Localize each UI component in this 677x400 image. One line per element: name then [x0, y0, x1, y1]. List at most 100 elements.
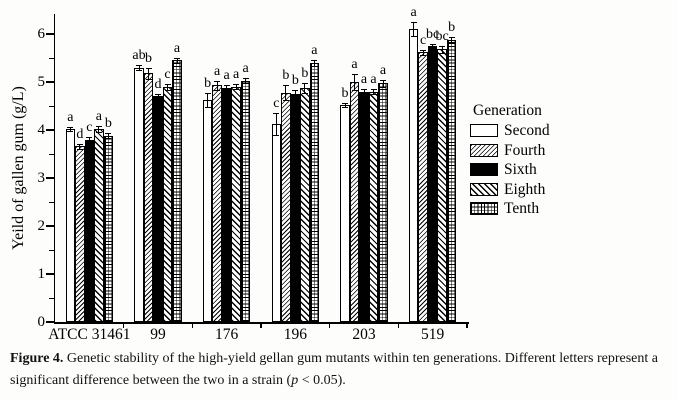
y-tick	[46, 225, 54, 227]
legend-swatch-diag-up	[470, 143, 498, 157]
sig-letter: a	[311, 42, 318, 58]
bar-eighth-3	[300, 87, 310, 322]
bar-eighth-2	[231, 86, 241, 322]
bar-sixth-5	[427, 46, 438, 322]
x-category-label: 203	[352, 326, 376, 343]
sig-letter: b	[145, 50, 152, 66]
x-category-label: 176	[215, 326, 239, 343]
error-bar-cap-top	[410, 22, 417, 23]
error-bar-cap-top	[223, 85, 230, 87]
legend-label: Tenth	[504, 200, 540, 218]
sig-letter: a	[67, 110, 74, 126]
sig-letter: b	[104, 116, 112, 132]
error-bar	[294, 90, 296, 98]
sig-letter: a	[410, 5, 417, 20]
error-bar	[373, 89, 374, 94]
y-tick-label: 1	[37, 266, 46, 282]
plot-area: 0 1 2 3 4 5 6 ATCC 31461 99 176 196 203 519 a ab b c b a d b…	[38, 5, 469, 343]
error-bar	[138, 64, 140, 71]
error-bar	[98, 126, 100, 132]
error-bar-cap-top	[370, 89, 377, 91]
error-bar-cap-top	[301, 82, 308, 84]
error-bar	[88, 137, 90, 142]
error-bar	[432, 43, 434, 49]
bar-eighth-0	[94, 129, 104, 322]
error-bar-cap-bottom	[342, 106, 348, 108]
error-bar-cap-bottom	[86, 142, 93, 143]
x-tick	[397, 323, 400, 328]
error-bar-cap-top	[67, 127, 74, 129]
error-bar-cap-bottom	[448, 42, 455, 44]
bar-fourth-4	[349, 82, 360, 322]
y-tick-label: 5	[37, 74, 46, 90]
sig-letter: b	[448, 20, 456, 36]
error-bar	[69, 127, 71, 131]
bar-fourth-0	[75, 146, 85, 322]
sig-letter: b	[204, 75, 212, 91]
y-tick-label: 4	[37, 122, 46, 138]
error-bar-cap-bottom	[273, 135, 280, 137]
error-bar	[157, 94, 159, 99]
legend-item-tenth: Tenth	[470, 199, 640, 219]
sig-letter: a	[360, 72, 368, 88]
error-bar-cap-bottom	[282, 99, 289, 101]
sig-letter: d	[76, 126, 84, 142]
sig-letter: b	[291, 73, 299, 89]
y-minor-tick	[49, 57, 54, 59]
bar-fourth-2	[212, 85, 222, 322]
error-bar-cap-bottom	[429, 48, 436, 50]
error-bar-cap-top	[174, 57, 180, 59]
error-bar-cap-bottom	[380, 86, 386, 88]
y-tick-label: 6	[37, 26, 46, 42]
error-bar	[216, 80, 218, 91]
error-bar-cap-bottom	[174, 63, 180, 65]
y-minor-tick	[49, 153, 54, 155]
x-category-label: 519	[421, 326, 445, 343]
bar-second-3	[271, 124, 282, 322]
legend-swatch-grid	[470, 202, 498, 216]
sig-letter: a	[173, 40, 181, 56]
error-bar	[245, 77, 247, 84]
legend-swatch-diag-down	[470, 182, 498, 196]
sig-letter: c	[164, 66, 171, 82]
error-bar-cap-top	[164, 83, 171, 85]
error-bar-cap-top	[429, 43, 436, 45]
error-bar	[207, 92, 209, 107]
y-tick	[46, 33, 54, 35]
error-bar	[107, 133, 109, 139]
bar-tenth-2	[240, 80, 251, 322]
error-bar	[167, 83, 168, 90]
sig-letter: a	[370, 72, 377, 88]
legend-label: Sixth	[504, 161, 537, 179]
error-bar	[226, 85, 228, 92]
sig-letter: d	[154, 77, 162, 92]
sig-letter: a	[242, 60, 249, 76]
error-bar-cap-bottom	[370, 94, 377, 95]
bar-second-1	[134, 67, 144, 322]
bar-second-2	[202, 99, 213, 322]
error-bar-cap-top	[448, 37, 455, 39]
error-bar	[363, 89, 365, 94]
error-bar-cap-top	[76, 143, 83, 145]
y-tick-label: 3	[37, 170, 46, 186]
bar-fourth-3	[281, 92, 291, 322]
legend-swatch-solid	[470, 163, 498, 177]
error-bar-cap-top	[292, 90, 299, 92]
error-bar-cap-bottom	[76, 148, 83, 150]
x-tick	[260, 323, 262, 328]
error-bar-cap-top	[351, 74, 358, 76]
bar-second-4	[340, 105, 350, 322]
sig-letter: b	[301, 65, 309, 81]
sig-letter: c	[86, 120, 93, 136]
error-bar-cap-top	[282, 85, 289, 87]
y-tick-label: 2	[37, 218, 46, 234]
error-bar-cap-bottom	[223, 91, 230, 93]
bar-eighth-4	[368, 91, 379, 322]
bar-tenth-3	[309, 62, 320, 322]
caption-tail: < 0.05).	[298, 373, 346, 388]
legend-items: Second Fourth Sixth Eighth Tenth	[470, 121, 640, 219]
error-bar	[275, 113, 277, 136]
legend-label: Eighth	[504, 180, 546, 198]
error-bar-cap-bottom	[145, 79, 152, 81]
